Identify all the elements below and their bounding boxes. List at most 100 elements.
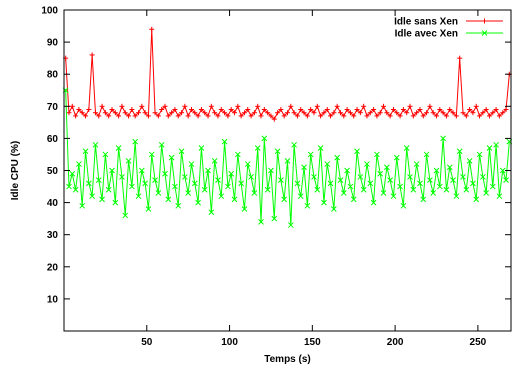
data-point	[463, 186, 470, 193]
data-point	[138, 167, 145, 174]
data-point	[500, 110, 506, 116]
data-point	[102, 110, 108, 116]
data-point	[66, 110, 72, 116]
data-point	[195, 113, 201, 119]
data-point	[440, 110, 446, 116]
data-point	[258, 219, 264, 225]
data-point	[480, 110, 486, 116]
data-point	[430, 110, 436, 116]
data-point	[278, 107, 284, 113]
data-point	[460, 110, 466, 116]
data-point	[271, 116, 277, 122]
data-point	[291, 141, 297, 148]
data-point	[480, 174, 486, 180]
data-point	[122, 110, 128, 116]
data-point	[195, 199, 201, 206]
data-point	[470, 110, 476, 116]
y-tick-label: 60	[47, 134, 59, 145]
data-point	[314, 103, 320, 109]
data-point	[361, 103, 367, 109]
data-point	[241, 206, 248, 212]
data-point	[499, 167, 506, 174]
data-point	[450, 110, 456, 116]
data-point	[148, 151, 155, 158]
data-point	[175, 113, 181, 119]
data-point	[234, 151, 241, 158]
data-point	[311, 174, 317, 180]
data-point	[185, 190, 192, 196]
legend-label: Idle sans Xen	[394, 17, 458, 28]
data-point	[404, 110, 410, 116]
data-point	[374, 113, 380, 119]
y-tick-label: 40	[47, 198, 59, 209]
data-point	[467, 107, 473, 113]
series-line	[65, 29, 510, 120]
data-point	[317, 145, 324, 151]
data-point	[364, 161, 370, 167]
data-point	[139, 103, 145, 109]
data-point	[384, 110, 390, 116]
data-point	[212, 110, 218, 116]
data-point	[284, 158, 291, 164]
data-point	[142, 180, 148, 187]
data-point	[92, 110, 98, 116]
data-point	[466, 158, 473, 164]
data-point	[400, 202, 407, 209]
data-point	[400, 107, 406, 113]
data-point	[135, 193, 142, 200]
data-point	[417, 107, 423, 113]
data-point	[228, 107, 234, 113]
data-point	[85, 180, 92, 187]
data-point	[380, 190, 387, 196]
data-point	[168, 154, 175, 161]
data-point	[324, 107, 330, 113]
y-tick-label: 50	[47, 166, 59, 177]
data-point	[73, 113, 79, 119]
data-point	[215, 113, 221, 119]
x-tick-label: 150	[304, 337, 321, 348]
legend-marker	[482, 18, 487, 24]
data-point	[198, 145, 205, 151]
data-point	[79, 202, 86, 209]
data-point	[109, 167, 115, 174]
data-point	[231, 196, 238, 203]
data-point	[208, 103, 214, 109]
data-point	[427, 177, 433, 183]
data-point	[446, 164, 453, 171]
data-point	[102, 151, 109, 158]
data-point	[248, 113, 254, 119]
data-point	[69, 170, 76, 177]
data-point	[126, 113, 132, 119]
data-point	[503, 177, 509, 183]
data-point	[490, 110, 496, 116]
x-tick-label: 100	[221, 337, 238, 348]
data-point	[241, 110, 247, 116]
y-tick-label: 30	[47, 230, 59, 241]
data-point	[453, 193, 460, 200]
data-point	[476, 151, 483, 158]
data-point	[165, 113, 171, 119]
data-point	[340, 190, 347, 196]
data-point	[496, 193, 503, 200]
data-point	[331, 110, 337, 116]
data-point	[374, 151, 380, 158]
data-point	[79, 110, 85, 116]
data-point	[473, 103, 479, 109]
data-point	[169, 110, 175, 116]
data-point	[291, 110, 297, 116]
data-point	[414, 110, 420, 116]
data-point	[327, 180, 334, 187]
data-point	[172, 183, 178, 190]
data-point	[136, 110, 141, 116]
data-point	[182, 174, 188, 180]
data-point	[76, 161, 82, 167]
data-point	[354, 148, 360, 155]
data-point	[83, 113, 89, 119]
data-point	[271, 215, 278, 222]
data-point	[86, 107, 92, 113]
data-point	[367, 180, 374, 187]
data-point	[132, 113, 138, 119]
data-point	[301, 164, 307, 171]
data-point	[430, 190, 437, 196]
data-point	[371, 107, 377, 113]
